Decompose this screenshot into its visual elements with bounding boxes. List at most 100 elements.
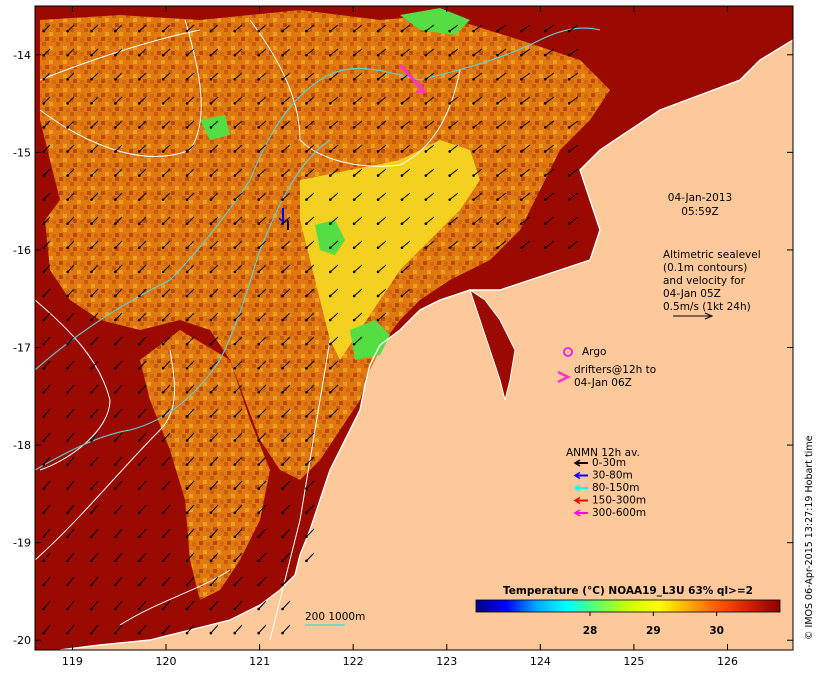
velocity-arrow-head xyxy=(137,222,141,226)
velocity-arrow xyxy=(67,168,75,176)
velocity-arrow xyxy=(162,168,171,176)
velocity-arrow-head xyxy=(66,246,69,250)
velocity-arrow xyxy=(306,24,315,32)
velocity-arrow xyxy=(67,504,75,514)
velocity-arrow xyxy=(162,120,171,128)
velocity-arrow xyxy=(306,336,315,345)
velocity-arrow-head xyxy=(305,366,308,370)
velocity-arrow xyxy=(234,216,243,225)
argo-label: Argo xyxy=(582,346,606,358)
velocity-arrow-head xyxy=(257,559,260,563)
isobath-legend-label: 200 1000m xyxy=(305,611,365,623)
velocity-arrow xyxy=(234,576,243,586)
velocity-arrow xyxy=(162,144,171,152)
velocity-arrow xyxy=(91,192,99,200)
velocity-arrow xyxy=(43,408,51,417)
velocity-arrow xyxy=(210,72,219,80)
velocity-arrow xyxy=(234,168,243,176)
velocity-arrow-head xyxy=(257,150,260,153)
velocity-arrow-head xyxy=(233,77,237,81)
velocity-arrow xyxy=(282,96,291,104)
velocity-arrow-head xyxy=(209,583,213,587)
velocity-arrow-head xyxy=(42,607,46,611)
velocity-arrow-head xyxy=(42,511,46,514)
velocity-arrow-head xyxy=(90,222,93,226)
velocity-arrow xyxy=(43,312,51,321)
velocity-arrow xyxy=(115,360,123,369)
velocity-arrow-head xyxy=(376,150,380,153)
velocity-arrow xyxy=(186,384,195,393)
velocity-arrow-head xyxy=(209,150,213,153)
velocity-arrow-head xyxy=(472,29,475,33)
velocity-arrow-head xyxy=(90,487,93,490)
velocity-arrow xyxy=(115,192,123,200)
velocity-arrow-head xyxy=(90,390,93,394)
velocity-arrow xyxy=(186,576,195,586)
velocity-arrow-head xyxy=(161,246,165,250)
velocity-arrow-head xyxy=(185,294,189,298)
velocity-arrow xyxy=(91,456,99,465)
velocity-arrow xyxy=(67,624,75,634)
velocity-arrow-head xyxy=(424,174,428,177)
velocity-arrow-head xyxy=(305,535,308,539)
velocity-arrow-head xyxy=(90,559,93,563)
sea-surface-cool-patch xyxy=(300,140,480,360)
velocity-arrow xyxy=(497,216,507,225)
velocity-arrow xyxy=(544,192,555,201)
velocity-arrow xyxy=(67,264,75,273)
velocity-arrow xyxy=(162,432,171,441)
velocity-arrow-head xyxy=(305,53,308,57)
velocity-arrow-head xyxy=(42,631,46,635)
velocity-arrow-head xyxy=(137,198,141,201)
velocity-arrow-head xyxy=(257,53,260,57)
velocity-arrow-head xyxy=(376,77,380,81)
velocity-arrow-head xyxy=(376,318,380,322)
velocity-arrow xyxy=(234,72,243,80)
velocity-arrow-head xyxy=(233,222,237,226)
velocity-arrow xyxy=(449,168,459,176)
anmn-legend-arrowhead xyxy=(573,459,581,467)
velocity-arrow xyxy=(544,240,555,249)
velocity-arrow-head xyxy=(209,246,213,250)
velocity-arrow xyxy=(497,168,507,176)
velocity-arrows xyxy=(42,24,579,635)
velocity-arrow xyxy=(473,216,483,225)
credit-text: © IMOS 06-Apr-2015 13:27:19 Hobart time xyxy=(804,435,815,640)
velocity-arrow-head xyxy=(376,222,380,226)
velocity-arrow-head xyxy=(257,583,260,587)
velocity-arrow-head xyxy=(114,126,117,129)
velocity-arrow xyxy=(258,408,267,417)
velocity-arrow-head xyxy=(185,390,189,394)
velocity-arrow-head xyxy=(42,198,46,201)
velocity-arrow xyxy=(91,624,99,634)
velocity-arrow-head xyxy=(567,53,571,57)
velocity-arrow-head xyxy=(329,294,332,298)
velocity-arrow-head xyxy=(520,53,523,57)
velocity-arrow-head xyxy=(496,53,499,57)
velocity-arrow-head xyxy=(114,390,117,394)
velocity-arrow xyxy=(377,144,387,152)
velocity-arrow xyxy=(162,600,171,610)
velocity-arrow xyxy=(43,384,51,393)
lat-tick-label: -18 xyxy=(13,439,31,452)
velocity-arrow xyxy=(234,240,243,249)
velocity-arrow xyxy=(425,192,435,201)
velocity-arrow-head xyxy=(305,463,308,466)
velocity-arrow-head xyxy=(233,487,237,490)
velocity-arrow-head xyxy=(90,511,93,514)
anmn-legend-label: 0-30m xyxy=(592,457,626,469)
velocity-arrow xyxy=(282,72,291,80)
velocity-arrow-head xyxy=(114,77,117,81)
velocity-arrow-head xyxy=(424,126,428,129)
velocity-arrow-head xyxy=(185,415,189,418)
velocity-arrow-head xyxy=(66,29,69,33)
velocity-arrow-head xyxy=(66,270,69,274)
velocity-arrow xyxy=(568,96,579,104)
velocity-arrow xyxy=(67,192,75,200)
velocity-arrow-head xyxy=(185,150,189,153)
velocity-arrow xyxy=(258,216,267,225)
velocity-arrow-head xyxy=(233,535,237,539)
velocity-arrow-head xyxy=(233,53,237,57)
velocity-arrow xyxy=(138,144,147,152)
lon-tick-label: 123 xyxy=(436,655,457,668)
